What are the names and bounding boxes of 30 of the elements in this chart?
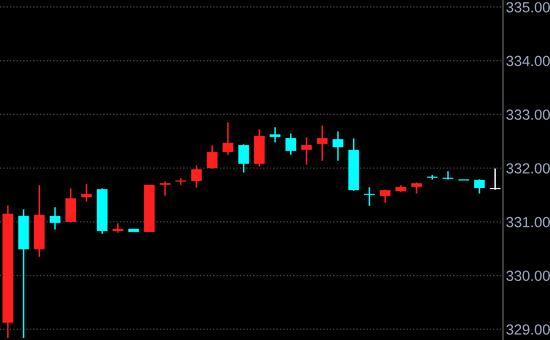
candlestick [270,127,280,142]
candlestick [206,145,218,169]
candlestick [81,184,92,202]
candlestick [316,126,328,161]
candlestick [50,207,60,230]
candlestick [426,174,438,180]
candlestick [160,181,170,196]
candlestick [301,137,312,165]
candlestick [112,223,124,233]
candlestick [332,131,344,161]
y-tick-label: 331.00 [506,216,550,228]
y-tick-label: 332.00 [506,163,550,174]
candlestick [65,188,76,223]
candlestick [144,184,155,232]
candlestick [380,189,390,203]
y-tick-label: 335.00 [506,2,550,12]
y-tick-label: 334.00 [506,56,550,66]
candlestick [238,144,249,173]
y-tick-label: 330.00 [506,270,550,281]
candlestick [490,168,500,190]
candlestick [222,122,234,155]
candlestick [285,134,296,155]
candlestick [474,179,485,194]
y-tick-label: 329.00 [506,324,550,335]
y-tick-label: 333.00 [506,110,550,120]
candlestick [191,165,202,188]
candlestick [128,228,139,232]
candlestick [175,178,186,185]
candlestick [411,182,422,194]
candlestick [364,187,375,206]
